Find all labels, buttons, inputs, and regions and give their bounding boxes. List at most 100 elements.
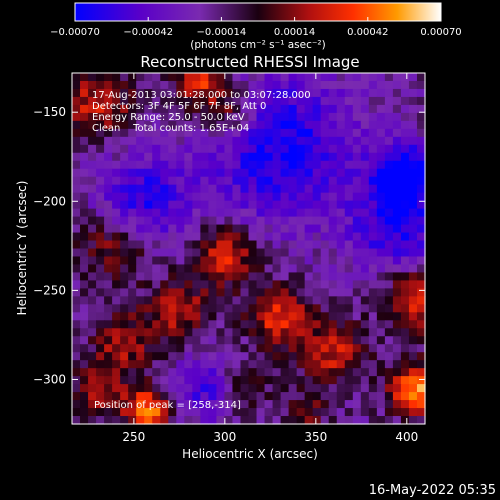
heatmap-cell (416, 120, 426, 130)
heatmap-cell (160, 312, 169, 321)
heatmap-cell (280, 384, 290, 393)
heatmap-cell (384, 232, 394, 242)
heatmap-cell (104, 328, 113, 337)
heatmap-cell (240, 184, 250, 194)
heatmap-cell (176, 208, 185, 218)
heatmap-cell (216, 232, 226, 242)
heatmap-cell (72, 224, 81, 234)
heatmap-cell (264, 152, 274, 162)
heatmap-cell (176, 73, 185, 82)
heatmap-cell (320, 152, 330, 162)
heatmap-cell (336, 192, 346, 202)
heatmap-cell (200, 73, 209, 82)
heatmap-cell (120, 376, 129, 385)
heatmap-cell (120, 416, 129, 425)
heatmap-cell (184, 168, 193, 178)
heatmap-cell (272, 216, 282, 226)
heatmap-cell (216, 336, 226, 345)
heatmap-cell (360, 88, 370, 98)
heatmap-cell (208, 176, 218, 186)
heatmap-cell (416, 352, 426, 361)
heatmap-cell (304, 96, 314, 106)
heatmap-cell (328, 248, 338, 258)
heatmap-cell (128, 96, 137, 106)
heatmap-cell (120, 232, 129, 242)
heatmap-cell (288, 144, 298, 154)
heatmap-cell (336, 280, 346, 289)
heatmap-cell (288, 376, 298, 385)
heatmap-cell (328, 400, 338, 409)
heatmap-cell (280, 176, 290, 186)
heatmap-cell (296, 192, 306, 202)
heatmap-cell (376, 176, 386, 186)
heatmap-cell (160, 73, 169, 82)
heatmap-cell (240, 384, 250, 393)
heatmap-cell (344, 296, 354, 305)
heatmap-cell (152, 416, 161, 425)
heatmap-cell (192, 304, 201, 313)
heatmap-cell (336, 120, 346, 130)
heatmap-cell (176, 376, 185, 385)
heatmap-cell (192, 320, 201, 329)
heatmap-cell (216, 224, 226, 234)
heatmap-cell (144, 128, 153, 138)
heatmap-cell (72, 176, 81, 186)
heatmap-cell (400, 216, 410, 226)
heatmap-cell (232, 288, 242, 297)
heatmap-cell (336, 232, 346, 242)
heatmap-cell (104, 400, 113, 409)
heatmap-cell (352, 120, 362, 130)
heatmap-cell (352, 184, 362, 194)
heatmap-cell (384, 200, 394, 210)
heatmap-cell (176, 224, 185, 234)
heatmap-cell (80, 184, 89, 194)
heatmap-cell (416, 408, 426, 417)
heatmap-cell (72, 312, 81, 321)
heatmap-cell (312, 280, 322, 289)
heatmap-cell (416, 200, 426, 210)
heatmap-cell (400, 200, 410, 210)
heatmap-cell (360, 304, 370, 313)
heatmap-cell (248, 248, 258, 258)
heatmap-cell (240, 208, 250, 218)
heatmap-cell (248, 136, 258, 146)
heatmap-cell (80, 280, 89, 289)
heatmap-cell (368, 88, 378, 98)
heatmap-cell (176, 408, 185, 417)
heatmap-cell (216, 168, 226, 178)
heatmap-cell (344, 176, 354, 186)
heatmap-cell (192, 264, 201, 274)
heatmap-cell (72, 144, 81, 154)
heatmap-cell (128, 73, 137, 82)
heatmap-cell (176, 368, 185, 377)
heatmap-cell (192, 232, 201, 242)
heatmap-cell (304, 352, 314, 361)
heatmap-cell (152, 208, 161, 218)
heatmap-cell (288, 344, 298, 353)
heatmap-cell (200, 288, 209, 297)
heatmap-cell (184, 216, 193, 226)
heatmap-cell (168, 208, 177, 218)
heatmap-cell (248, 152, 258, 162)
heatmap-cell (384, 168, 394, 178)
heatmap-cell (344, 344, 354, 353)
heatmap-cell (240, 96, 250, 106)
heatmap-cell (320, 264, 330, 274)
heatmap-cell (208, 296, 218, 305)
heatmap-cell (376, 336, 386, 345)
heatmap-cell (200, 280, 209, 289)
heatmap-cell (136, 208, 145, 218)
heatmap-cell (416, 392, 426, 401)
heatmap-cell (152, 184, 161, 194)
heatmap-cell (72, 248, 81, 258)
heatmap-cell (104, 392, 113, 401)
heatmap-cell (408, 352, 418, 361)
heatmap-cell (256, 120, 266, 130)
heatmap-cell (224, 400, 234, 409)
heatmap-cell (104, 288, 113, 297)
heatmap-cell (160, 104, 169, 114)
heatmap-cell (368, 120, 378, 130)
heatmap-cell (120, 200, 129, 210)
heatmap-cell (344, 320, 354, 329)
heatmap-cell (80, 264, 89, 274)
